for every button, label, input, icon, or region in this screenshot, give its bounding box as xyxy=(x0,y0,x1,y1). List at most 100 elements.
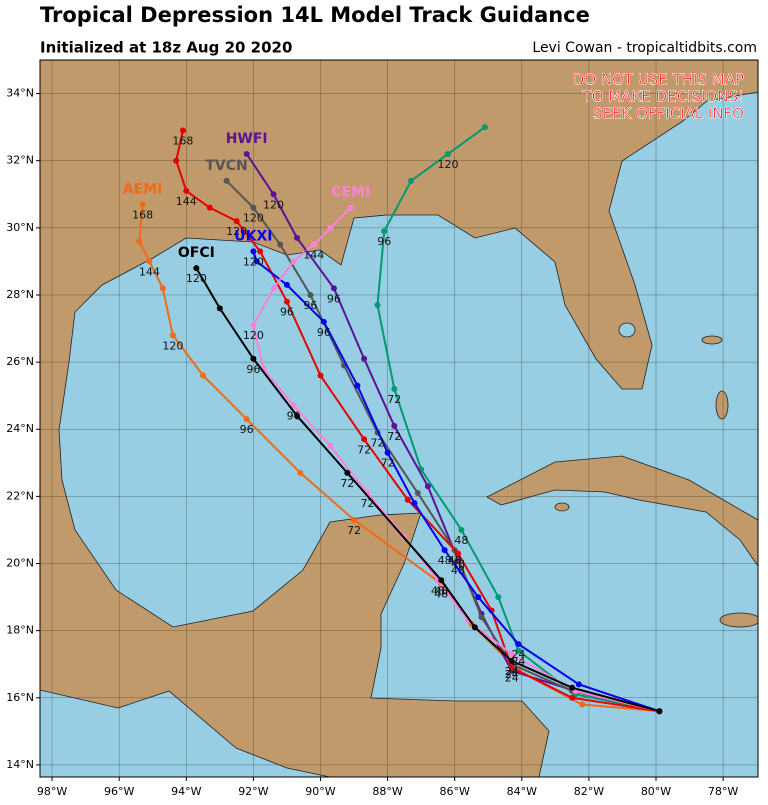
track-point xyxy=(391,385,398,392)
y-tick-label: 34°N xyxy=(6,87,34,100)
track-line xyxy=(195,267,660,713)
x-tick-label: 82°W xyxy=(574,785,604,798)
track-point xyxy=(294,412,301,419)
track-point xyxy=(408,177,415,184)
hour-label: 96 xyxy=(280,306,294,319)
track-point xyxy=(327,224,334,231)
track-point xyxy=(515,641,522,648)
hour-label: 96 xyxy=(303,299,317,312)
hour-label: 72 xyxy=(387,430,401,443)
ticks: 98°W 96°W 94°W 92°W 90°W 88°W 86°W 84°W 82°W 80°W… xyxy=(6,87,738,798)
track-point xyxy=(381,228,388,235)
track-point xyxy=(233,218,240,225)
hour-label: 168 xyxy=(172,134,193,147)
track-point xyxy=(508,651,515,658)
track-point xyxy=(656,708,663,715)
frame xyxy=(39,59,759,778)
hour-label: 120 xyxy=(243,212,264,225)
track-point xyxy=(250,248,257,255)
y-tick-label: 28°N xyxy=(6,288,34,301)
track-point xyxy=(347,204,354,211)
track-point xyxy=(250,322,257,329)
y-tick-label: 30°N xyxy=(6,221,34,234)
hour-label: 120 xyxy=(162,339,183,352)
track-point xyxy=(294,234,301,241)
track-point xyxy=(290,258,297,265)
track-point xyxy=(216,305,223,312)
track-point xyxy=(478,614,485,621)
y-tick-label: 26°N xyxy=(6,355,34,368)
credit: Levi Cowan - tropicaltidbits.com xyxy=(532,40,757,56)
track-point xyxy=(250,355,257,362)
hour-label: 48 xyxy=(448,554,462,567)
hour-label: 24 xyxy=(505,672,519,685)
track-point xyxy=(193,265,200,272)
hour-label: 24 xyxy=(505,665,519,678)
track-point xyxy=(317,372,324,379)
hour-label: 24 xyxy=(511,655,525,668)
hour-label: 72 xyxy=(387,393,401,406)
hour-label: 24 xyxy=(511,648,525,661)
track-line xyxy=(245,153,660,713)
x-tick-label: 84°W xyxy=(507,785,537,798)
model-name: TVCN xyxy=(205,158,247,174)
hour-label: 96 xyxy=(240,423,254,436)
track-point xyxy=(354,382,361,389)
x-tick-label: 80°W xyxy=(641,785,671,798)
hour-label: 120 xyxy=(243,255,264,268)
y-tick-label: 14°N xyxy=(6,758,34,771)
bahamas xyxy=(715,390,729,420)
track-point xyxy=(471,624,478,631)
track-line xyxy=(225,180,660,713)
model-name: OFCI xyxy=(178,245,215,261)
track-point xyxy=(441,547,448,554)
y-tick-label: 24°N xyxy=(6,422,34,435)
x-tick-label: 94°W xyxy=(171,785,201,798)
lake xyxy=(618,322,636,338)
y-tick-label: 18°N xyxy=(6,624,34,637)
y-tick-label: 16°N xyxy=(6,691,34,704)
track-point xyxy=(361,355,368,362)
track-point xyxy=(481,124,488,131)
track-point xyxy=(411,500,418,507)
track-point xyxy=(374,302,381,309)
model-name: HWFI xyxy=(226,131,268,147)
track-point xyxy=(173,157,180,164)
track-point xyxy=(320,318,327,325)
track-point xyxy=(508,657,515,664)
x-tick-label: 88°W xyxy=(372,785,402,798)
hour-label: 144 xyxy=(303,249,324,262)
hour-label: 72 xyxy=(360,497,374,510)
grid xyxy=(40,60,758,777)
track-point xyxy=(495,594,502,601)
hour-label: 48 xyxy=(431,584,445,597)
model-name: CEMI xyxy=(331,185,370,201)
track-point xyxy=(424,483,431,490)
track-point xyxy=(307,291,314,298)
hour-label: 120 xyxy=(186,272,207,285)
track-point xyxy=(283,298,290,305)
track-point xyxy=(438,577,445,584)
subtitle: Initialized at 18z Aug 20 2020 xyxy=(40,39,292,57)
hour-label: 144 xyxy=(139,265,160,278)
tracks: 24 48 72 96 120 48 72 96 120 144 168 AEMI 48 72 96 120 H… xyxy=(123,124,663,715)
track-point xyxy=(283,281,290,288)
track-point xyxy=(508,664,515,671)
hour-label: 72 xyxy=(347,524,361,537)
y-tick-label: 20°N xyxy=(6,557,34,570)
track-point xyxy=(361,436,368,443)
track-point xyxy=(569,684,576,691)
warning-line: DO NOT USE THIS MAP xyxy=(573,71,744,89)
x-tick-label: 96°W xyxy=(104,785,134,798)
hour-label: 48 xyxy=(451,564,465,577)
title: Tropical Depression 14L Model Track Guid… xyxy=(40,3,590,27)
hour-label: 120 xyxy=(243,329,264,342)
hour-label: 120 xyxy=(263,198,284,211)
hour-label: 96 xyxy=(287,410,301,423)
model-name: AEMI xyxy=(123,181,163,197)
track-point xyxy=(455,550,462,557)
x-tick-label: 98°W xyxy=(37,785,67,798)
hour-label: 96 xyxy=(377,235,391,248)
track-point xyxy=(223,177,230,184)
track-point xyxy=(206,204,213,211)
